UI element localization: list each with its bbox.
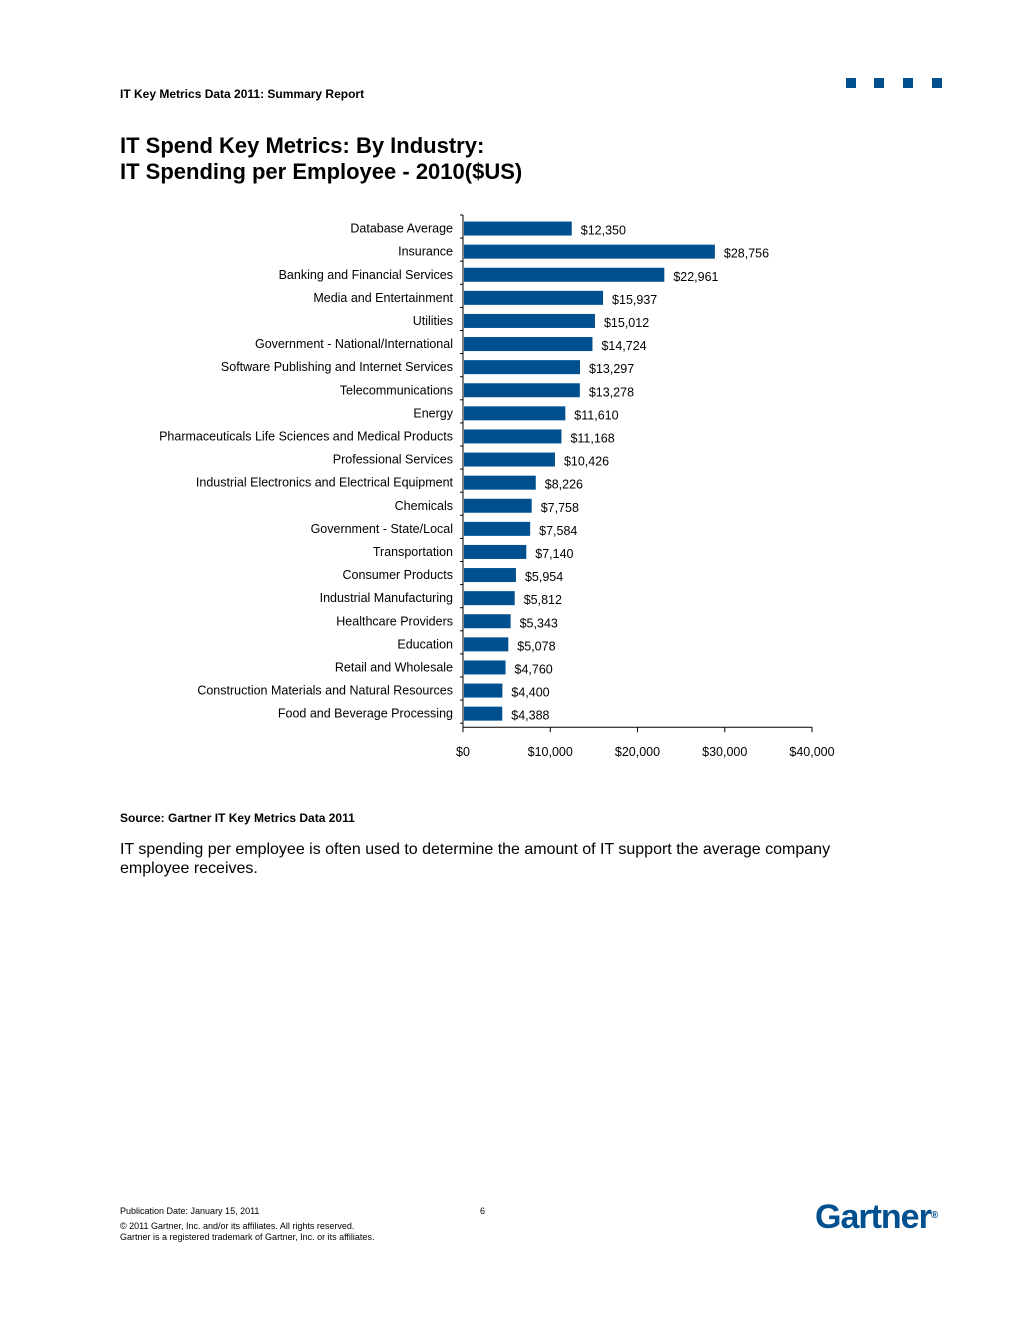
category-label: Insurance <box>398 245 453 259</box>
logo-square-icon <box>932 78 942 88</box>
page-title-line-2: IT Spending per Employee - 2010($US) <box>120 159 523 184</box>
value-label: $11,610 <box>574 408 618 422</box>
bar <box>464 683 503 698</box>
value-label: $4,760 <box>515 662 553 676</box>
value-label: $5,078 <box>517 639 555 653</box>
category-label: Professional Services <box>333 453 453 467</box>
category-label: Pharmaceuticals Life Sciences and Medica… <box>159 429 453 443</box>
gartner-logo-text: Gartner <box>815 1198 932 1236</box>
bar <box>464 221 572 236</box>
value-label: $5,343 <box>520 616 558 630</box>
bar <box>464 706 503 721</box>
bar <box>464 267 665 282</box>
gartner-squares-logo <box>846 78 942 90</box>
category-label: Energy <box>413 406 453 420</box>
bar <box>464 429 562 444</box>
bar <box>464 244 715 259</box>
bar <box>464 498 532 513</box>
bar <box>464 660 506 675</box>
bar <box>464 452 555 467</box>
value-label: $15,937 <box>612 293 657 307</box>
x-tick-label: $10,000 <box>528 745 573 759</box>
x-tick-label: $40,000 <box>789 745 834 759</box>
page-title-line-1: IT Spend Key Metrics: By Industry: <box>120 133 485 158</box>
copyright-notice: © 2011 Gartner, Inc. and/or its affiliat… <box>120 1221 374 1243</box>
bar <box>464 337 593 352</box>
value-label: $7,758 <box>541 501 579 515</box>
bar-chart: $0 $10,000 $20,000 $30,000 $40,000 Database A… <box>159 214 835 759</box>
value-label: $4,388 <box>511 709 549 723</box>
category-label: Education <box>397 637 453 651</box>
value-label: $7,584 <box>539 524 577 538</box>
category-label: Construction Materials and Natural Resou… <box>197 684 453 698</box>
value-label: $5,954 <box>525 570 563 584</box>
bar <box>464 544 527 559</box>
value-label: $8,226 <box>545 478 583 492</box>
bar <box>464 568 516 583</box>
category-label: Chemicals <box>395 499 453 513</box>
copyright-line-2: Gartner is a registered trademark of Gar… <box>120 1232 375 1242</box>
category-label: Government - State/Local <box>311 522 453 536</box>
category-label: Utilities <box>413 314 453 328</box>
registered-mark: ® <box>930 1210 938 1221</box>
bar <box>464 637 509 652</box>
value-label: $5,812 <box>524 593 562 607</box>
bar <box>464 591 515 606</box>
category-label: Industrial Electronics and Electrical Eq… <box>196 476 454 490</box>
category-label: Industrial Manufacturing <box>320 591 453 605</box>
category-label: Banking and Financial Services <box>279 268 453 282</box>
value-label: $14,724 <box>601 339 646 353</box>
value-label: $12,350 <box>581 224 626 238</box>
category-label: Healthcare Providers <box>336 614 453 628</box>
logo-square-icon <box>874 78 884 88</box>
category-label: Food and Beverage Processing <box>278 707 453 721</box>
gartner-logo: Gartner® <box>815 1198 938 1237</box>
value-label: $15,012 <box>604 316 649 330</box>
page-title: IT Spend Key Metrics: By Industry: IT Sp… <box>120 133 522 185</box>
bar <box>464 406 566 421</box>
source-note: Source: Gartner IT Key Metrics Data 2011 <box>120 811 355 825</box>
bar <box>464 360 581 375</box>
bar <box>464 521 531 536</box>
copyright-line-1: © 2011 Gartner, Inc. and/or its affiliat… <box>120 1221 355 1231</box>
body-paragraph: IT spending per employee is often used t… <box>120 841 831 877</box>
category-label: Database Average <box>350 222 453 236</box>
value-label: $13,297 <box>589 362 634 376</box>
x-tick-label: $0 <box>456 745 470 759</box>
value-label: $28,756 <box>724 247 769 261</box>
value-label: $4,400 <box>511 686 549 700</box>
x-tick-label: $20,000 <box>615 745 660 759</box>
value-label: $10,426 <box>564 455 609 469</box>
page-number: 6 <box>480 1206 486 1216</box>
bar <box>464 313 595 328</box>
x-tick-label: $30,000 <box>702 745 747 759</box>
category-label: Retail and Wholesale <box>335 660 453 674</box>
value-label: $13,278 <box>589 385 634 399</box>
category-label: Transportation <box>373 545 453 559</box>
logo-square-icon <box>846 78 856 88</box>
bar <box>464 383 580 398</box>
report-header-title: IT Key Metrics Data 2011: Summary Report <box>120 87 365 101</box>
category-label: Software Publishing and Internet Service… <box>221 360 453 374</box>
category-label: Media and Entertainment <box>313 291 453 305</box>
category-label: Government - National/International <box>255 337 453 351</box>
value-label: $7,140 <box>535 547 573 561</box>
value-label: $11,168 <box>570 431 614 445</box>
category-label: Consumer Products <box>343 568 453 582</box>
logo-square-icon <box>903 78 913 88</box>
bar <box>464 475 536 490</box>
publication-date: Publication Date: January 15, 2011 <box>120 1206 260 1216</box>
category-label: Telecommunications <box>340 383 453 397</box>
bar <box>464 614 511 629</box>
bar <box>464 290 604 305</box>
value-label: $22,961 <box>673 270 718 284</box>
